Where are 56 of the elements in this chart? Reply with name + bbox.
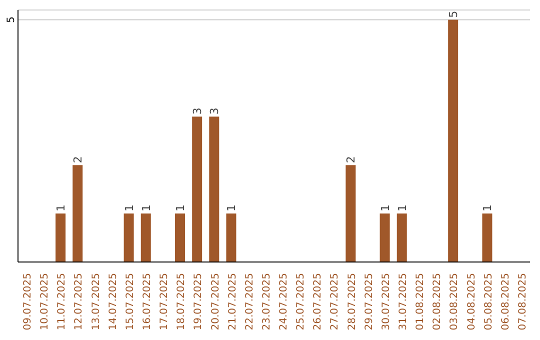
x-tick-label: 30.07.2025 [380,273,392,330]
data-label: 2 [72,156,85,164]
data-label: 3 [208,108,222,115]
x-tick-label: 04.08.2025 [466,273,478,330]
bar [124,214,134,262]
x-tick-label: 22.07.2025 [244,273,256,330]
data-label: 1 [122,204,136,212]
x-tick-label: 20.07.2025 [210,273,222,330]
x-tick-label: 12.07.2025 [74,273,85,330]
bar [482,214,492,262]
bar [175,214,186,262]
x-tick-label: 02.08.2025 [432,273,444,330]
x-tick-label: 03.08.2025 [449,273,460,330]
bar [56,214,66,262]
x-tick-label: 10.07.2025 [40,273,51,330]
x-tick-label: 09.07.2025 [22,273,34,330]
data-label: 2 [344,156,358,164]
bar [209,116,220,262]
data-label: 1 [174,204,188,212]
x-tick-label: 23.07.2025 [261,273,272,330]
x-tick-label: 07.08.2025 [517,273,528,330]
x-tick-label: 15.07.2025 [124,273,136,330]
data-label: 1 [54,204,68,212]
data-label: 1 [140,204,153,212]
x-tick-label: 11.07.2025 [56,273,68,330]
x-tick-label: 17.07.2025 [159,273,170,330]
x-tick-label: 14.07.2025 [108,273,119,330]
x-tick-label: 25.07.2025 [296,273,307,330]
x-tick-label: 29.07.2025 [364,273,375,330]
data-label: 1 [481,204,494,212]
x-tick-label: 24.07.2025 [278,273,290,330]
bar [448,20,458,262]
x-tick-label: 01.08.2025 [415,273,426,330]
x-tick-label: 26.07.2025 [312,273,324,330]
bar [346,165,356,262]
bar [140,214,151,262]
x-tick-label: 21.07.2025 [227,273,238,330]
x-tick-label: 16.07.2025 [142,273,153,330]
x-tick-label: 13.07.2025 [90,273,102,330]
bar [192,116,202,262]
x-tick-label: 18.07.2025 [176,273,188,330]
bar [396,214,407,262]
data-label: 3 [191,108,204,115]
bar [226,214,236,262]
x-tick-label: 06.08.2025 [500,273,512,330]
data-label: 1 [225,204,238,212]
bar [380,214,390,262]
x-tick-label: 19.07.2025 [193,273,204,330]
x-tick-label: 28.07.2025 [346,273,358,330]
x-tick-label: 05.08.2025 [483,273,494,330]
x-tick-label: 31.07.2025 [398,273,409,330]
data-label: 1 [378,204,392,212]
x-tick-label: 27.07.2025 [330,273,341,330]
bar [72,165,83,262]
data-label: 5 [447,10,460,18]
data-label: 1 [396,204,409,212]
